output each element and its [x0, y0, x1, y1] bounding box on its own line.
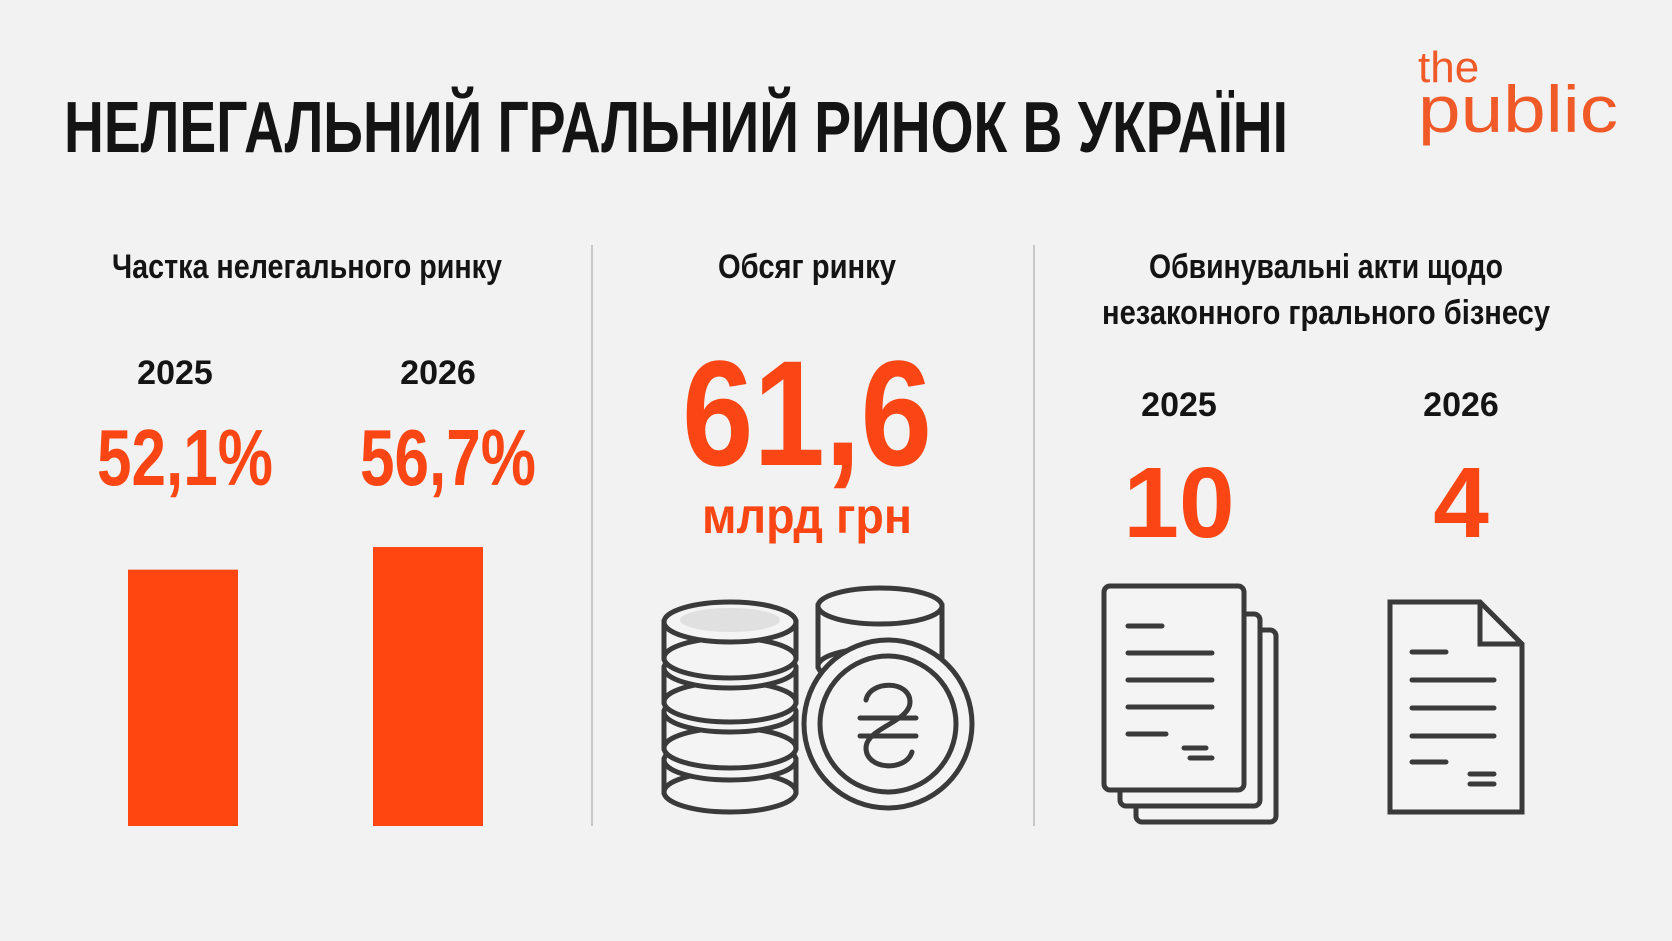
indictment-count: 10 [1123, 447, 1234, 559]
volume-value: 61,6 [682, 329, 932, 497]
coins-icon [661, 585, 975, 815]
document-icon [1387, 599, 1525, 815]
year-label: 2025 [1141, 386, 1217, 424]
year-label: 2026 [400, 354, 476, 392]
share-value: 52,1% [97, 413, 273, 502]
year-label: 2026 [1423, 386, 1499, 424]
indictment-count: 4 [1433, 447, 1489, 559]
indictments-heading: незаконного грального бізнесу [1102, 294, 1550, 332]
logo-the: the [1418, 43, 1479, 92]
indictments-heading: Обвинувальні акти щодо [1149, 248, 1503, 286]
bar [373, 547, 483, 826]
volume-heading: Обсяг ринку [718, 248, 896, 286]
title: НЕЛЕГАЛЬНИЙ ГРАЛЬНИЙ РИНОК В УКРАЇНІ [64, 86, 1288, 168]
year-label: 2025 [137, 354, 213, 392]
bar [128, 569, 238, 826]
documents-icon [1101, 583, 1279, 825]
share-value: 56,7% [360, 413, 536, 502]
logo-public: public [1418, 72, 1618, 146]
share-heading: Частка нелегального ринку [112, 248, 502, 286]
volume-unit: млрд грн [702, 488, 912, 544]
